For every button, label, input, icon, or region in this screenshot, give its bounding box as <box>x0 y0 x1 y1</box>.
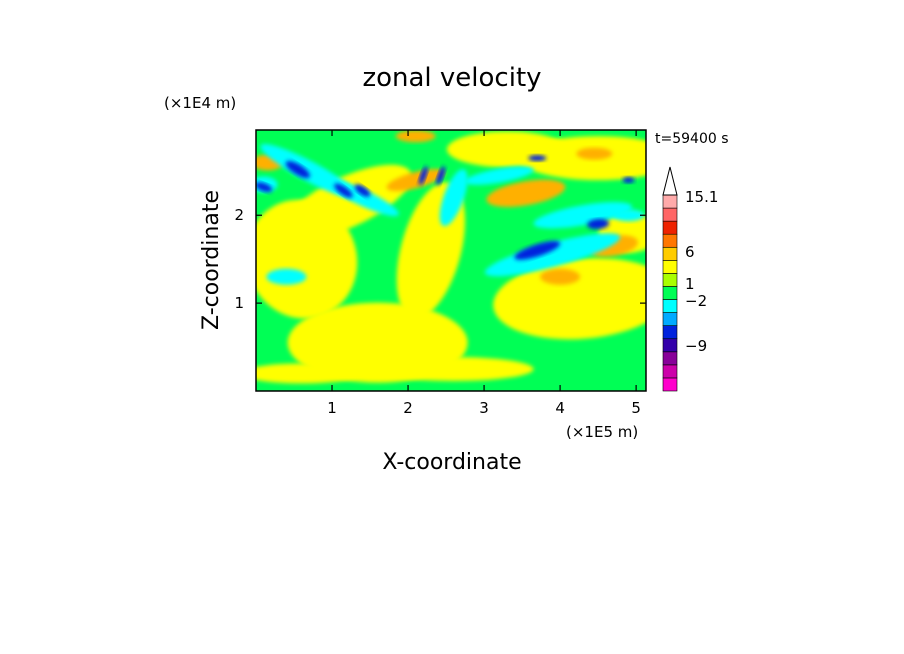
x-axis: 1 2 3 4 5 <box>327 130 641 417</box>
contour-patch <box>446 131 567 168</box>
x-tick-label: 1 <box>327 399 337 417</box>
colorbar-segment <box>662 364 678 379</box>
colorbar: 15.1 6 1−2 −9 <box>662 166 718 392</box>
contour-patch <box>285 161 310 179</box>
colorbar-extend-arrow <box>662 166 678 196</box>
contour-patch <box>464 166 534 185</box>
y-tick-label: 1 <box>234 294 244 312</box>
contour-patch <box>493 258 646 340</box>
colorbar-segment <box>662 260 678 274</box>
plot-area <box>256 130 646 391</box>
contour-patch <box>395 130 436 143</box>
colorbar-segment <box>662 312 678 326</box>
x-tick-label: 3 <box>479 399 489 417</box>
contour-patch <box>373 357 534 382</box>
colorbar-segment <box>662 325 678 340</box>
time-label: t=59400 s <box>655 131 729 147</box>
chart-title: zonal velocity <box>362 63 541 93</box>
colorbar-segment <box>662 233 678 248</box>
x-tick-label: 5 <box>631 399 641 417</box>
contour-patch <box>514 241 561 260</box>
colorbar-label: 15.1 <box>685 188 718 206</box>
y-tick-label: 2 <box>234 206 244 224</box>
contour-patch <box>486 179 566 207</box>
colorbar-segment <box>662 207 678 222</box>
x-axis-label: X-coordinate <box>382 450 521 475</box>
colorbar-segment <box>662 220 678 235</box>
x-tick-label: 4 <box>555 399 565 417</box>
colorbar-label: 1 <box>685 275 695 293</box>
contour-patch <box>418 166 428 186</box>
contour-patch <box>533 202 633 229</box>
x-unit-label: (×1E5 m) <box>566 423 638 441</box>
contour-patch <box>540 268 581 285</box>
colorbar-segment <box>662 273 678 287</box>
colorbar-segment <box>662 194 678 209</box>
colorbar-segment <box>662 286 678 300</box>
colorbar-segment <box>662 377 678 392</box>
contour-patch <box>334 183 353 198</box>
colorbar-segment <box>662 299 678 313</box>
contour-patch <box>612 209 645 222</box>
contour-patch <box>266 268 307 285</box>
contour-patch <box>282 164 412 240</box>
contour-patch <box>528 155 547 162</box>
contour-patch <box>484 233 621 277</box>
contour-patch <box>622 177 635 184</box>
contour-patch <box>587 218 610 230</box>
colorbar-label: 6 <box>685 243 695 261</box>
contour-patch <box>354 184 371 197</box>
contour-patch <box>576 147 613 160</box>
colorbar-segment <box>662 246 678 261</box>
contour-patch <box>436 166 446 186</box>
contour-patch <box>439 169 468 227</box>
colorbar-segment <box>662 338 678 353</box>
x-tick-label: 2 <box>403 399 413 417</box>
colorbar-label: −2 <box>685 292 707 310</box>
plot-frame <box>255 129 647 392</box>
y-axis: 12 <box>234 206 646 312</box>
y-axis-label: Z-coordinate <box>199 190 224 330</box>
colorbar-segment <box>662 351 678 366</box>
contour-patch <box>256 182 273 192</box>
contour-patch <box>256 363 362 384</box>
y-unit-label: (×1E4 m) <box>164 94 236 112</box>
velocity-contours <box>256 130 646 384</box>
colorbar-label: −9 <box>685 337 707 355</box>
contour-patch <box>386 169 445 192</box>
